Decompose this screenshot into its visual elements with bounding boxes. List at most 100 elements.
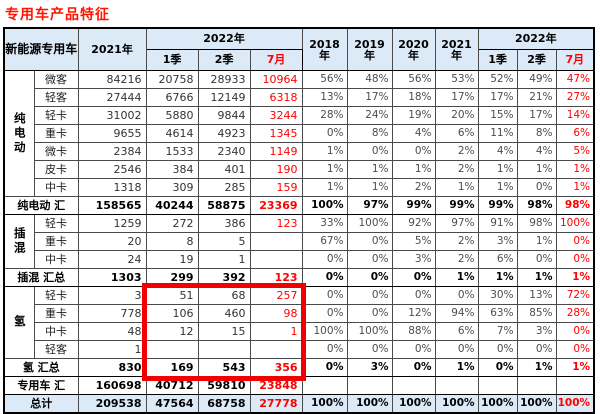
value-cell: 100% (301, 322, 348, 341)
value-cell: 100% (346, 322, 393, 341)
table-row: 插混 轻卡 1259 272 386 123 33% 100% 92% 97% 91% 98% 100% (3, 214, 595, 269)
value-cell: 1% (555, 178, 595, 197)
year-number: 2018 (309, 37, 340, 51)
value-cell: 1% (434, 178, 479, 197)
table-row: 专用车 汇 160698 40712 59810 23848 (3, 376, 595, 395)
year-suffix: 年 (319, 48, 331, 62)
value-cell: 190 (249, 160, 303, 179)
value-cell: 0% (516, 250, 557, 269)
table-row: 插混 汇总 1303 299 392 123 0% 0% 0% 1% 1% 1% 1% (3, 268, 595, 287)
value-cell: 48 (77, 322, 147, 341)
value-cell: 48% (346, 70, 393, 89)
value-cell: 100% (391, 394, 436, 414)
value-cell: 1% (555, 268, 595, 287)
value-cell: 100% (516, 394, 557, 414)
year-number: 2021 (441, 37, 472, 51)
value-cell: 285 (197, 178, 251, 197)
value-cell (301, 376, 348, 395)
value-cell: 0% (555, 322, 595, 341)
value-cell: 0% (516, 340, 557, 359)
value-cell: 2% (391, 178, 436, 197)
value-cell: 0% (391, 286, 436, 305)
value-cell: 1% (477, 268, 518, 287)
vehicle-type-label: 重卡 (33, 232, 79, 251)
value-cell: 1 (77, 340, 147, 359)
value-cell: 299 (145, 268, 199, 287)
value-cell: 33% (301, 214, 348, 233)
value-cell: 91% (477, 214, 518, 233)
value-cell: 47% (555, 70, 595, 89)
data-table: 新能源专用车 2021年 2022年 2018 年 2019 年 2020 年 … (3, 27, 596, 414)
value-cell: 3244 (249, 106, 303, 125)
value-cell: 1% (477, 178, 518, 197)
header-2022-left: 2022年 (145, 27, 303, 50)
value-cell: 53% (434, 70, 479, 89)
table-row: 总计 209538 47564 68758 27778 100% 100% 100% 100% 1… (3, 394, 595, 414)
value-cell: 1% (516, 160, 557, 179)
value-cell: 0% (301, 340, 348, 359)
value-cell: 1% (516, 358, 557, 377)
table-row: 氢轻卡 3 51 68 257 0% 0% 0% 0% 30% 13% 72% (3, 286, 595, 359)
value-cell: 84216 (77, 70, 147, 89)
value-cell: 27% (555, 88, 595, 107)
value-cell: 106 (145, 304, 199, 323)
header-2019: 2019 年 (346, 27, 393, 71)
value-cell: 17% (477, 88, 518, 107)
value-cell: 12149 (197, 88, 251, 107)
value-cell: 12 (145, 322, 199, 341)
value-cell: 0% (555, 232, 595, 251)
value-cell: 100% (301, 394, 348, 414)
vehicle-type-label: 轻卡 (33, 286, 79, 305)
value-cell: 100% (301, 196, 348, 215)
value-cell: 85% (516, 304, 557, 323)
value-cell: 20 (77, 232, 147, 251)
table-row: 中卡 1318 309 285 159 1% 1% 2% 1% 1% 0% 1% (4, 178, 595, 197)
value-cell: 4923 (197, 124, 251, 143)
value-cell: 68758 (197, 394, 251, 414)
value-cell (346, 376, 393, 395)
year-suffix: 年 (451, 48, 463, 62)
value-cell: 5 (197, 232, 251, 251)
value-cell: 19% (391, 106, 436, 125)
value-cell: 56% (391, 70, 436, 89)
value-cell: 67% (301, 232, 348, 251)
value-cell: 8 (145, 232, 199, 251)
value-cell: 160698 (77, 376, 147, 395)
vehicle-type-label: 中卡 (33, 322, 79, 341)
value-cell: 1345 (249, 124, 303, 143)
value-cell: 0% (555, 340, 595, 359)
value-cell: 100% (434, 394, 479, 414)
value-cell: 4614 (145, 124, 199, 143)
fuel-group-label: 氢 (3, 286, 35, 359)
vehicle-type-label: 微客 (33, 70, 79, 89)
value-cell: 0% (346, 232, 393, 251)
value-cell: 8% (346, 124, 393, 143)
header-2020: 2020 年 (391, 27, 436, 71)
value-cell: 0% (477, 358, 518, 377)
value-cell: 0% (301, 250, 348, 269)
value-cell: 0% (555, 250, 595, 269)
value-cell: 27444 (77, 88, 147, 107)
value-cell: 123 (249, 268, 303, 287)
value-cell: 18% (391, 88, 436, 107)
table-row: 轻客 1 0% 0% 0% 0% 0% 0% 0% (4, 340, 595, 359)
total-label: 总计 (3, 394, 79, 414)
table-row: 皮卡 2546 384 401 190 1% 1% 1% 2% 1% 1% 1% (4, 160, 595, 179)
value-cell: 63% (477, 304, 518, 323)
table-row: 微卡 2384 1533 2340 1149 1% 0% 0% 2% 4% 4% 5% (4, 142, 595, 161)
table-row: 纯电动 微客 84216 20758 28933 10964 56% 48% 56% 53% 52%… (3, 70, 595, 197)
value-cell: 17% (434, 88, 479, 107)
vehicle-type-label: 重卡 (33, 304, 79, 323)
value-cell: 20758 (145, 70, 199, 89)
value-cell: 11% (477, 124, 518, 143)
value-cell: 4% (391, 124, 436, 143)
value-cell: 1318 (77, 178, 147, 197)
header-row-1: 新能源专用车 2021年 2022年 2018 年 2019 年 2020 年 … (3, 27, 595, 71)
value-cell (391, 376, 436, 395)
value-cell: 72% (555, 286, 595, 305)
value-cell: 28933 (197, 70, 251, 89)
value-cell: 169 (145, 358, 199, 377)
year-suffix: 年 (408, 48, 420, 62)
value-cell: 123 (249, 214, 303, 233)
value-cell: 1259 (77, 214, 147, 233)
